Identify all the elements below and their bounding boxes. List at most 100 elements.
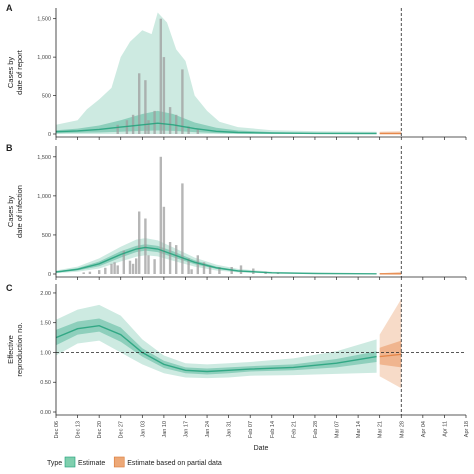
data-bar: [131, 114, 135, 134]
data-bar: [239, 265, 243, 274]
data-bar: [181, 69, 184, 134]
data-bar: [147, 255, 150, 275]
x-tick-label: Mar 28: [399, 421, 405, 438]
panel-letter: A: [6, 3, 13, 13]
y-tick-label: 1,500: [37, 155, 51, 161]
median-line: [55, 122, 377, 135]
y-tick-label: 0: [48, 132, 51, 138]
y-axis-label: reproduction no.: [15, 322, 24, 376]
y-tick-label: 0.00: [40, 410, 51, 416]
data-bar: [168, 107, 172, 134]
data-bar: [175, 114, 178, 134]
x-tick-label: Jan 03: [140, 421, 146, 438]
legend-swatch: [64, 456, 76, 468]
x-tick-label: Jan 10: [162, 421, 168, 438]
y-axis-label: Cases by: [6, 57, 15, 89]
x-tick-label: Apr 11: [442, 421, 448, 437]
data-bar: [162, 57, 166, 134]
legend: Type Estimate Estimate based on partial da…: [47, 456, 222, 468]
x-tick-label: Feb 14: [270, 421, 276, 438]
y-axis-label: Cases by: [6, 196, 15, 228]
data-bar: [147, 120, 150, 134]
x-tick-label: Mar 07: [335, 421, 341, 438]
data-bar: [187, 126, 190, 134]
y-tick-label: 1.50: [40, 321, 51, 327]
partial-band-outer: [379, 298, 402, 389]
panel-b: B Cases by date of infection 0 500 1,000 1,500: [6, 143, 467, 280]
panel-a: A Cases by date of report 0 500 1,000 1,500: [6, 3, 467, 140]
y-tick-label: 500: [42, 233, 51, 239]
y-tick-label: 0: [48, 272, 51, 278]
y-tick-label: 0.50: [40, 380, 51, 386]
y-tick-label: 1,000: [37, 55, 51, 61]
panel-c: C Effective reproduction no. 0.00 0.50 1.00 1.…: [6, 283, 470, 452]
data-bar: [168, 242, 172, 274]
panel-letter: C: [6, 283, 13, 293]
data-bar: [153, 259, 156, 274]
y-tick-label: 1,500: [37, 17, 51, 23]
data-bar: [190, 269, 193, 274]
ci-band-outer: [56, 304, 377, 379]
y-axis-label: date of infection: [15, 185, 24, 238]
x-tick-label: Dec 13: [76, 421, 82, 438]
median-line: [55, 324, 377, 373]
data-bar: [113, 262, 116, 274]
data-bar: [208, 266, 212, 274]
x-tick-label: Mar 21: [378, 421, 384, 438]
data-bar: [104, 267, 107, 275]
data-bar: [153, 110, 156, 134]
x-tick-label: Dec 06: [54, 421, 60, 438]
partial-band-inner: [379, 340, 402, 368]
data-bar: [196, 255, 199, 275]
median-line: [55, 246, 377, 275]
data-bar: [196, 129, 199, 134]
data-bar: [181, 183, 184, 274]
y-axis-label: Effective: [6, 335, 15, 364]
data-bar: [128, 260, 132, 274]
x-tick-label: Feb 07: [248, 421, 254, 438]
partial-median-line: [379, 353, 402, 358]
data-bar: [82, 272, 85, 274]
data-bar: [162, 206, 166, 274]
x-tick-label: Jan 31: [227, 421, 233, 438]
data-bar: [116, 124, 119, 134]
data-bar: [187, 258, 190, 274]
x-tick-label: Dec 27: [119, 421, 125, 438]
y-axis-label: date of report: [15, 49, 24, 95]
x-tick-label: Jan 17: [184, 421, 190, 438]
data-bar: [131, 263, 135, 274]
data-bar: [175, 245, 178, 274]
panel-letter: B: [6, 143, 13, 153]
data-bar: [144, 218, 147, 274]
data-bar: [138, 211, 141, 274]
x-tick-label: Apr 04: [421, 421, 427, 437]
x-tick-label: Mar 14: [356, 421, 362, 438]
data-bar: [218, 267, 221, 274]
data-bar: [116, 265, 119, 274]
y-tick-label: 500: [42, 94, 51, 100]
data-bar: [138, 73, 141, 134]
x-tick-label: Feb 28: [313, 421, 319, 438]
data-bar: [135, 258, 138, 274]
y-tick-label: 1,000: [37, 194, 51, 200]
ci-band-inner: [56, 110, 377, 134]
data-bar: [159, 156, 162, 274]
ci-band-outer: [56, 238, 377, 274]
legend-label: Estimate based on partial data: [127, 460, 222, 467]
ci-band-outer: [56, 12, 377, 134]
data-bar: [202, 262, 206, 274]
x-axis-label: Date: [254, 445, 269, 452]
ci-band-inner: [56, 244, 377, 274]
legend-swatch: [113, 456, 125, 468]
x-tick-label: Apr 18: [464, 421, 470, 437]
legend-title: Type: [47, 460, 62, 467]
data-bar: [122, 250, 125, 274]
legend-label: Estimate: [78, 460, 105, 467]
y-tick-label: 2.00: [40, 291, 51, 297]
data-bar: [88, 271, 92, 274]
x-tick-label: Dec 20: [97, 421, 103, 438]
ci-band-inner: [56, 318, 377, 375]
y-tick-label: 1.00: [40, 350, 51, 356]
data-bar: [159, 18, 162, 135]
